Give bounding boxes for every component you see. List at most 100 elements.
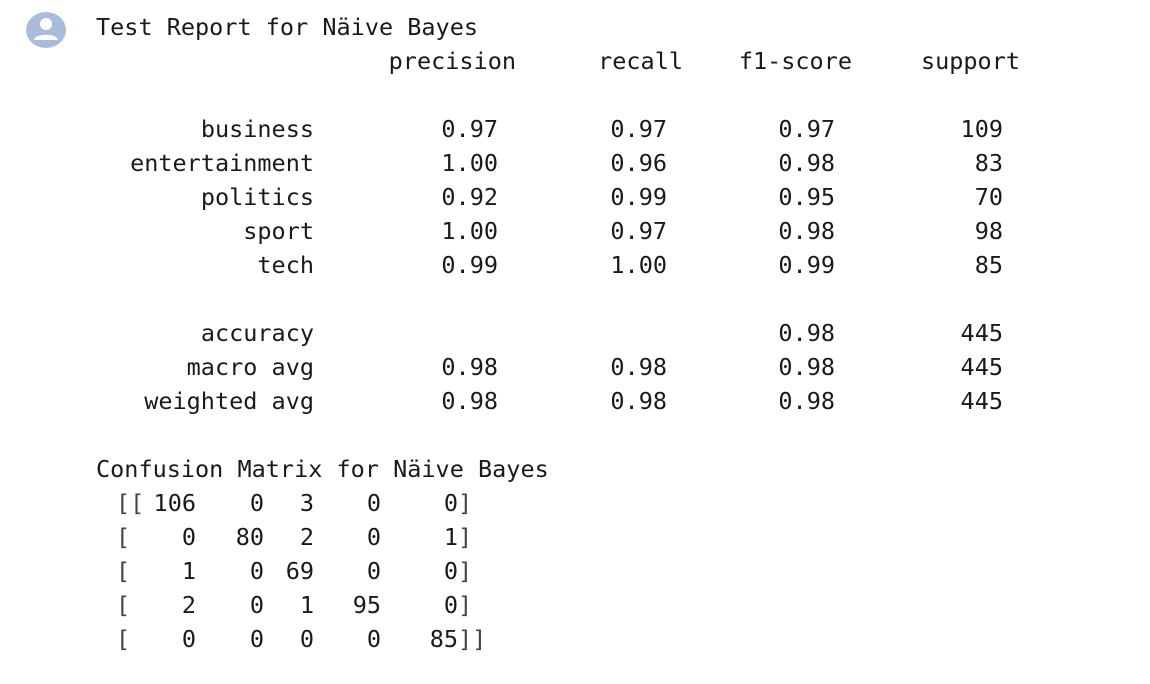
matrix-cell: 1	[299, 591, 314, 619]
matrix-open-bracket: [	[116, 523, 131, 551]
matrix-cell: 0	[299, 625, 314, 653]
matrix-cell: 0	[443, 591, 458, 619]
matrix-cell: 95	[352, 591, 381, 619]
matrix-open-bracket: [	[116, 591, 131, 619]
confusion-title: Confusion Matrix for Näive Bayes	[96, 452, 549, 486]
matrix-row: [0 0 0 0 85]]	[96, 622, 486, 656]
matrix-cell: 0	[181, 523, 196, 551]
cell-f1-score: 0.98	[778, 319, 835, 347]
cell-support: 109	[960, 115, 1003, 143]
report-row: tech 0.99 1.00 0.99 85	[96, 248, 1003, 282]
cell-support: 85	[974, 251, 1003, 279]
cell-recall: 0.97	[610, 217, 667, 245]
matrix-cell: 0	[443, 489, 458, 517]
cell-support: 445	[960, 319, 1003, 347]
cell-precision: 1.00	[441, 149, 498, 177]
cell-support: 98	[974, 217, 1003, 245]
cell-recall: 0.98	[610, 387, 667, 415]
matrix-cell: 0	[443, 557, 458, 585]
matrix-close-bracket: ]]	[458, 625, 487, 653]
matrix-row: [[ 106 0 3 0 0]	[96, 486, 472, 520]
matrix-row: [1 0 69 0 0]	[96, 554, 472, 588]
matrix-row: [2 0 1 95 0]	[96, 588, 472, 622]
row-label: weighted avg	[144, 387, 314, 415]
cell-support: 83	[974, 149, 1003, 177]
cell-precision: 0.98	[441, 387, 498, 415]
matrix-cell: 1	[181, 557, 196, 585]
report-title-text: Test Report for Näive Bayes	[96, 13, 479, 41]
cell-f1-score: 0.95	[778, 183, 835, 211]
row-label: tech	[257, 251, 314, 279]
cell-output: Test Report for Näive Bayes precision re…	[96, 10, 1020, 656]
matrix-cell: 0	[366, 557, 381, 585]
report-row: sport 1.00 0.97 0.98 98	[96, 214, 1003, 248]
matrix-cell: 80	[235, 523, 264, 551]
report-row: politics 0.92 0.99 0.95 70	[96, 180, 1003, 214]
matrix-cell: 69	[285, 557, 314, 585]
cell-f1-score: 0.98	[778, 149, 835, 177]
matrix-close-bracket: ]	[458, 591, 473, 619]
matrix-cell: 85	[429, 625, 458, 653]
cell-recall: 0.98	[610, 353, 667, 381]
confusion-title-text: Confusion Matrix for Näive Bayes	[96, 455, 549, 483]
summary-row: accuracy 0.98 445	[96, 316, 1003, 350]
cell-support: 70	[974, 183, 1003, 211]
matrix-cell: 0	[249, 625, 264, 653]
cell-recall: 0.99	[610, 183, 667, 211]
spacer	[96, 418, 153, 452]
matrix-cell: 0	[249, 591, 264, 619]
matrix-cell: 2	[181, 591, 196, 619]
user-avatar-icon	[25, 11, 67, 49]
matrix-cell: 0	[366, 625, 381, 653]
cell-f1-score: 0.99	[778, 251, 835, 279]
report-title: Test Report for Näive Bayes	[96, 10, 478, 44]
cell-precision: 0.92	[441, 183, 498, 211]
report-row: entertainment 1.00 0.96 0.98 83	[96, 146, 1003, 180]
matrix-cell: 0	[181, 625, 196, 653]
cell-recall: 0.97	[610, 115, 667, 143]
cell-precision: 0.99	[441, 251, 498, 279]
cell-precision: 0.97	[441, 115, 498, 143]
matrix-cell: 0	[366, 523, 381, 551]
cell-precision: 1.00	[441, 217, 498, 245]
cell-f1-score: 0.97	[778, 115, 835, 143]
row-label: macro avg	[186, 353, 314, 381]
cell-f1-score: 0.98	[778, 387, 835, 415]
spacer	[96, 282, 153, 316]
row-label: sport	[243, 217, 314, 245]
matrix-close-bracket: ]	[458, 489, 473, 517]
cell-recall: 1.00	[610, 251, 667, 279]
row-label: business	[200, 115, 314, 143]
cell-support: 445	[960, 353, 1003, 381]
report-header-row: precision recall f1-score support	[96, 44, 1020, 78]
matrix-cell: 0	[249, 489, 264, 517]
matrix-cell: 3	[299, 489, 314, 517]
report-row: business 0.97 0.97 0.97 109	[96, 112, 1003, 146]
cell-f1-score: 0.98	[778, 353, 835, 381]
cell-support: 445	[960, 387, 1003, 415]
header-f1-score: f1-score	[738, 47, 852, 75]
matrix-cell: 0	[249, 557, 264, 585]
matrix-cell: 2	[299, 523, 314, 551]
matrix-cell: 0	[366, 489, 381, 517]
matrix-row: [0 80 2 0 1]	[96, 520, 472, 554]
row-label: entertainment	[130, 149, 314, 177]
matrix-open-bracket: [	[116, 625, 131, 653]
matrix-cell: 106	[153, 489, 196, 517]
header-recall: recall	[598, 47, 683, 75]
matrix-open-bracket: [[	[116, 489, 145, 517]
matrix-close-bracket: ]	[458, 523, 473, 551]
row-label: politics	[200, 183, 314, 211]
cell-precision: 0.98	[441, 353, 498, 381]
row-label: accuracy	[200, 319, 314, 347]
cell-recall: 0.96	[610, 149, 667, 177]
header-support: support	[920, 47, 1020, 75]
summary-row: weighted avg 0.98 0.98 0.98 445	[96, 384, 1003, 418]
summary-row: macro avg 0.98 0.98 0.98 445	[96, 350, 1003, 384]
matrix-cell: 1	[443, 523, 458, 551]
matrix-close-bracket: ]	[458, 557, 473, 585]
cell-f1-score: 0.98	[778, 217, 835, 245]
header-precision: precision	[388, 47, 516, 75]
spacer	[96, 78, 153, 112]
matrix-open-bracket: [	[116, 557, 131, 585]
